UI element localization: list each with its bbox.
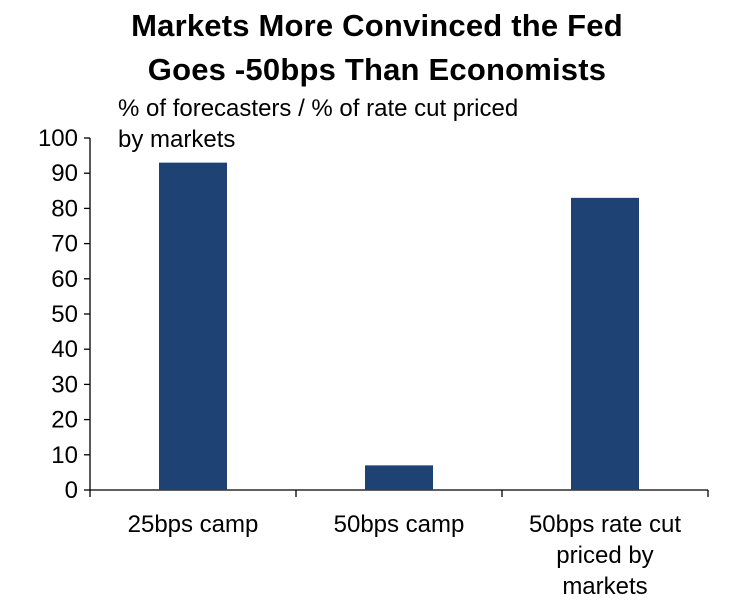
y-tick-label: 50 xyxy=(51,301,78,328)
y-tick-label: 90 xyxy=(51,160,78,187)
bar-2 xyxy=(365,465,433,490)
y-tick-label: 100 xyxy=(38,125,78,152)
y-tick-label: 60 xyxy=(51,266,78,293)
chart-subtitle-line-1: % of forecasters / % of rate cut priced xyxy=(118,95,519,122)
x-category-label: 25bps camp xyxy=(128,511,259,538)
chart-title-line-1: Markets More Convinced the Fed xyxy=(131,8,623,43)
y-tick-label: 10 xyxy=(51,442,78,469)
y-tick-label: 80 xyxy=(51,195,78,222)
x-category-label: priced by xyxy=(556,542,653,569)
bar-1 xyxy=(159,162,227,490)
y-tick-label: 30 xyxy=(51,371,78,398)
chart-subtitle-line-2: by markets xyxy=(118,126,236,153)
x-category-label: markets xyxy=(562,573,647,600)
y-tick-label: 0 xyxy=(65,477,78,504)
x-category-label: 50bps rate cut xyxy=(529,511,681,538)
x-category-label: 50bps camp xyxy=(334,511,465,538)
chart-title-line-2: Goes -50bps Than Economists xyxy=(147,52,607,87)
y-tick-label: 20 xyxy=(51,407,78,434)
y-tick-label: 40 xyxy=(51,336,78,363)
y-tick-label: 70 xyxy=(51,231,78,258)
bar-3 xyxy=(571,197,639,490)
